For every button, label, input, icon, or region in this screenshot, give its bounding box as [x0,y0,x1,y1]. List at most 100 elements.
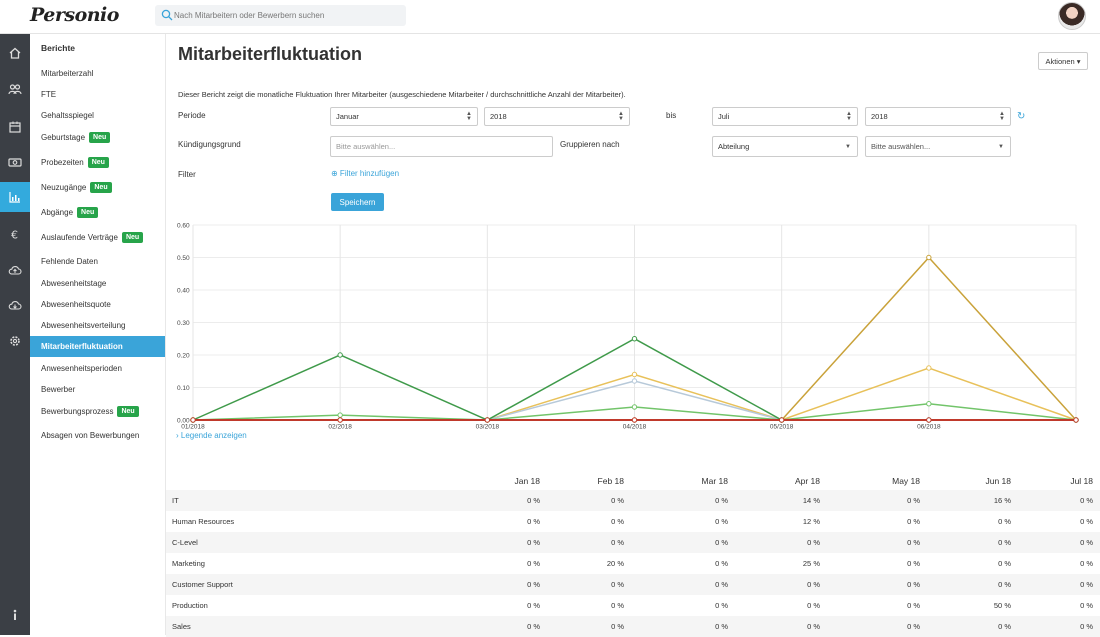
gruppieren-label: Gruppieren nach [560,140,620,149]
table-cell: 0 % [715,559,728,568]
sidebar-item[interactable]: Fehlende Daten [30,251,165,272]
sidebar-item[interactable]: Abwesenheitsquote [30,294,165,315]
table-cell: 0 % [907,538,920,547]
show-legend-link[interactable]: › Legende anzeigen [176,431,247,440]
table-header: Jan 18 Feb 18 Mar 18 Apr 18 May 18 Jun 18 Jul … [166,470,1100,490]
table-cell: 14 % [802,496,820,505]
logo[interactable]: Personio [30,4,119,26]
table-row: Human Resources 0 % 0 % 0 % 12 % 0 % 0 % 0 % [166,511,1100,532]
sidebar-item[interactable]: Mitarbeiterzahl [30,63,165,84]
kuendigungsgrund-input[interactable] [330,136,553,157]
add-filter-link[interactable]: ⊕ Filter hinzufügen [331,169,400,178]
search-input[interactable] [174,8,402,23]
sidebar-item-label: Auslaufende Verträge [41,233,118,242]
from-month-select[interactable]: Januar ▲ ▼ [330,107,478,126]
sidebar-item[interactable]: Abgänge Neu [30,202,165,223]
sidebar-item[interactable]: Gehaltsspiegel [30,105,165,126]
periode-label: Periode [178,111,206,120]
group-value-select[interactable]: Bitte auswählen... ▼ [865,136,1011,157]
table-cell: 0 % [1080,601,1093,610]
sidebar-item[interactable]: Abwesenheitstage [30,273,165,294]
new-badge: Neu [117,406,139,417]
table-row: IT 0 % 0 % 0 % 14 % 0 % 16 % 0 % [166,490,1100,511]
table-cell: 0 % [1080,559,1093,568]
search-icon [161,9,173,21]
to-year-select[interactable]: 2018 ▲ ▼ [865,107,1011,126]
sidebar-item[interactable]: Mitarbeiterfluktuation [30,336,165,357]
y-tick-label: 0.20 [177,353,190,360]
table-cell: 0 % [715,601,728,610]
table-row: Marketing 0 % 20 % 0 % 25 % 0 % 0 % 0 % [166,553,1100,574]
cloud-download-icon[interactable] [0,290,30,320]
calendar-icon[interactable] [0,112,30,142]
sidebar-item[interactable]: Abwesenheitsverteilung [30,315,165,336]
gear-icon[interactable] [0,326,30,356]
data-point[interactable] [926,254,932,261]
subnav-title: Berichte [41,43,76,53]
data-point[interactable] [484,417,491,423]
reports-subnav: Berichte Mitarbeiterzahl FTE Gehaltsspiege… [30,34,166,635]
euro-icon[interactable]: € [0,219,30,249]
table-row: Production 0 % 0 % 0 % 0 % 0 % 50 % 0 % [166,595,1100,616]
table-cell: 0 % [527,517,540,526]
home-icon[interactable] [0,38,30,68]
table-cell: 0 % [907,622,920,631]
table-cell: 16 % [993,496,1011,505]
sidebar-item[interactable]: Anwesenheitsperioden [30,358,165,379]
sidebar-item[interactable]: Bewerbungsprozess Neu [30,401,165,422]
people-icon[interactable] [0,74,30,104]
data-point[interactable] [1073,417,1079,423]
row-name: Production [172,601,208,610]
column-header: May 18 [892,476,920,486]
column-header: Jun 18 [985,476,1011,486]
cloud-upload-icon[interactable] [0,255,30,285]
search-box[interactable] [155,5,406,26]
data-point[interactable] [926,417,932,423]
sidebar-item[interactable]: Geburtstage Neu [30,127,165,148]
avatar[interactable] [1058,2,1086,30]
data-point[interactable] [631,417,638,423]
sidebar-item[interactable]: Bewerber [30,379,165,400]
sidebar-item-label: Absagen von Bewerbungen [41,431,140,440]
actions-button[interactable]: Aktionen ▾ [1038,52,1088,70]
sidebar-item[interactable]: Neuzugänge Neu [30,177,165,198]
data-point[interactable] [337,352,343,358]
table-cell: 0 % [715,622,728,631]
refresh-icon[interactable]: ↻ [1017,111,1026,122]
data-point[interactable] [631,378,638,384]
table-cell: 0 % [611,538,624,547]
to-month-select[interactable]: Juli ▲ ▼ [712,107,858,126]
data-point[interactable] [631,404,638,410]
new-badge: Neu [90,182,112,193]
from-year-select[interactable]: 2018 ▲ ▼ [484,107,630,126]
data-point[interactable] [190,417,196,423]
data-point[interactable] [631,336,638,342]
table-cell: 0 % [715,517,728,526]
sidebar-item[interactable]: Absagen von Bewerbungen [30,425,165,446]
chart-icon[interactable] [0,182,30,212]
table-cell: 0 % [715,580,728,589]
sidebar-item[interactable]: FTE [30,84,165,105]
column-header: Feb 18 [597,476,624,486]
to-month-value: Juli [718,112,730,121]
save-button[interactable]: Speichern [331,193,384,211]
sidebar-item[interactable]: Probezeiten Neu [30,152,165,173]
sidebar-item[interactable]: Auslaufende Verträge Neu [30,227,165,248]
money-icon[interactable] [0,147,30,177]
group-by-select[interactable]: Abteilung ▼ [712,136,858,157]
y-tick-label: 0.00 [177,418,190,425]
chevron-down-icon: ▼ [998,144,1004,150]
data-point[interactable] [778,417,785,423]
table-cell: 0 % [807,622,820,631]
row-name: Marketing [172,559,205,568]
table-cell: 0 % [527,496,540,505]
data-point[interactable] [337,412,343,418]
data-point[interactable] [631,371,638,378]
info-icon[interactable] [0,600,30,630]
data-point[interactable] [337,417,343,423]
sidebar-item-label: Abwesenheitstage [41,279,107,288]
data-point[interactable] [926,365,932,371]
sidebar-item-label: Bewerber [41,385,76,394]
data-point[interactable] [926,401,932,407]
table-cell: 0 % [998,580,1011,589]
